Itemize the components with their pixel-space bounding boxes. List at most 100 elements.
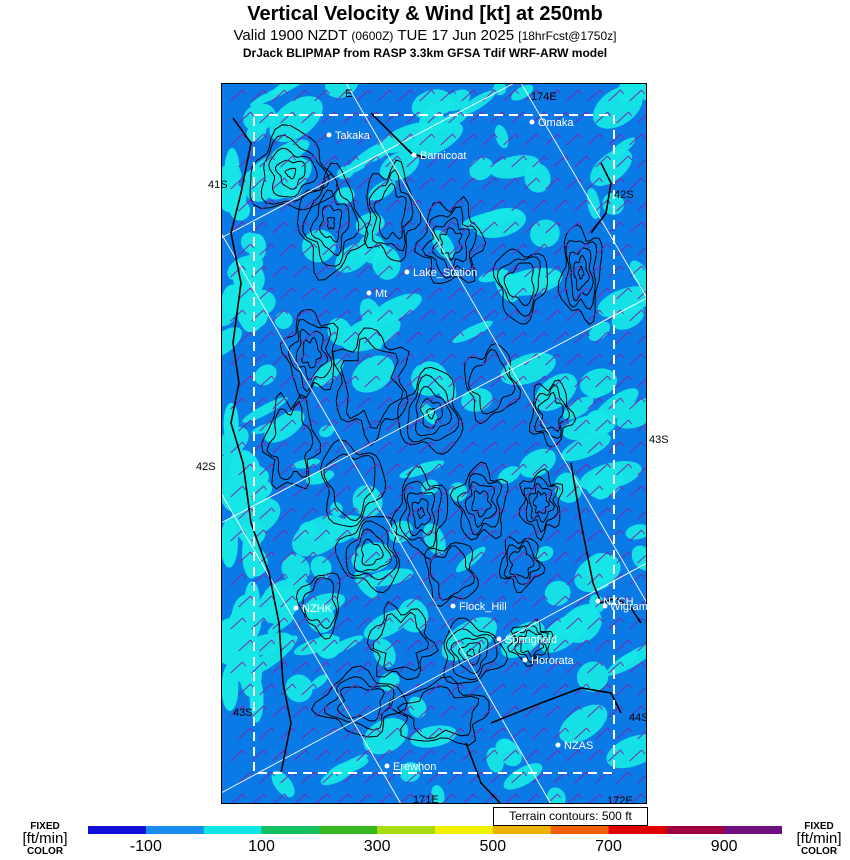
- wind-barb: [398, 485, 411, 498]
- wind-barb-flag: [305, 397, 309, 403]
- wind-barb-flag: [502, 727, 507, 733]
- wind-barb-flag: [242, 617, 247, 623]
- wind-barb-flag: [368, 749, 373, 755]
- wind-barb-flag: [439, 419, 444, 425]
- wind-barb-flag: [263, 573, 267, 579]
- wind-barb: [406, 199, 419, 212]
- wind-barb: [637, 597, 647, 608]
- wind-barb: [616, 727, 629, 740]
- wind-barb: [238, 287, 251, 300]
- map-frame: [221, 83, 647, 804]
- wind-barb: [259, 331, 272, 344]
- lat-label-42s-right: 42S: [614, 189, 634, 201]
- wind-barb: [293, 177, 306, 190]
- shading-cell: [490, 155, 540, 179]
- wind-barb: [343, 199, 356, 212]
- wind-barb-flag: [439, 199, 444, 205]
- wind-barb: [314, 221, 327, 234]
- wind-barb: [566, 705, 579, 718]
- wind-barb-flag: [544, 243, 549, 249]
- wind-barb: [272, 397, 285, 410]
- wind-barb: [406, 375, 419, 388]
- wind-barb: [364, 331, 377, 344]
- wind-barb-flag: [565, 507, 570, 513]
- wind-barb-flag: [565, 155, 570, 161]
- place-omaka: Omaka: [538, 117, 574, 129]
- wind-barb-flag: [271, 199, 275, 205]
- shading-cell: [321, 523, 339, 537]
- wind-barb-flag: [460, 331, 465, 337]
- shading-cell: [461, 388, 493, 412]
- shading-cell: [221, 327, 242, 358]
- wind-barb: [356, 705, 369, 718]
- color-swatch: [203, 826, 262, 834]
- wind-barb: [490, 551, 503, 564]
- wind-barb-flag: [284, 397, 288, 403]
- wind-barb-flag: [313, 595, 317, 601]
- wind-barb-flag: [544, 155, 549, 161]
- wind-barb-flag: [536, 89, 541, 95]
- wind-barb: [280, 595, 293, 608]
- wind-barb-flag: [515, 89, 520, 95]
- wind-barb-flag: [242, 661, 247, 667]
- place-dot: [450, 603, 456, 609]
- wind-barb-flag: [368, 309, 373, 315]
- shading-cell: [500, 352, 556, 386]
- contour-line: [450, 637, 489, 675]
- wind-barb-flag: [473, 749, 478, 755]
- wind-barb: [545, 661, 558, 674]
- wind-barb-flag: [334, 507, 338, 513]
- wind-barb-flag: [284, 353, 288, 359]
- wind-barb-flag: [515, 793, 520, 799]
- wind-barb: [356, 661, 369, 674]
- place-dot: [595, 598, 601, 604]
- wind-barb-flag: [334, 375, 338, 381]
- contour-line: [399, 480, 443, 549]
- wind-barb-flag: [439, 463, 444, 469]
- wind-barb-flag: [368, 573, 373, 579]
- wind-barb-flag: [397, 419, 402, 425]
- wind-barb-flag: [557, 573, 562, 579]
- wind-barb-flag: [376, 463, 381, 469]
- wind-barb-flag: [431, 221, 436, 227]
- wind-barb-flag: [355, 727, 360, 733]
- wind-barb: [398, 353, 411, 366]
- wind-barb-flag: [355, 419, 360, 425]
- wind-barb: [553, 155, 566, 168]
- wind-barb-flag: [607, 155, 612, 161]
- shading-cell: [587, 387, 604, 399]
- wind-barb-flag: [410, 485, 415, 491]
- contour-line: [360, 538, 384, 566]
- wind-barb: [448, 331, 461, 344]
- wind-barb: [511, 507, 524, 520]
- wind-barb-flag: [242, 133, 247, 139]
- wind-barb: [230, 265, 243, 278]
- wind-barb-flag: [578, 265, 583, 271]
- shading-cell: [266, 159, 312, 200]
- wind-barb-flag: [620, 89, 625, 95]
- wind-barb: [482, 749, 495, 762]
- wind-barb: [259, 419, 272, 432]
- wind-barb: [503, 485, 516, 498]
- wind-barb-flag: [557, 617, 562, 623]
- wind-barb: [293, 309, 306, 322]
- wind-barb-flag: [271, 683, 275, 689]
- wind-barb-flag: [305, 617, 309, 623]
- wind-barb-flag: [397, 287, 402, 293]
- wind-barb-flag: [599, 705, 604, 711]
- place-dot: [293, 605, 299, 611]
- wind-barb-flag: [376, 639, 381, 645]
- wind-barb-flag: [263, 221, 267, 227]
- wind-barb: [322, 331, 335, 344]
- wind-barb-flag: [305, 573, 309, 579]
- shading-cell: [544, 580, 571, 606]
- contour-line: [266, 400, 314, 481]
- wind-barb-flag: [334, 199, 338, 205]
- place-dot: [555, 742, 561, 748]
- wind-barb-flag: [523, 287, 528, 293]
- wind-barb-flag: [410, 529, 415, 535]
- wind-barb-flag: [620, 661, 625, 667]
- contour-line: [261, 391, 321, 490]
- wind-barb: [364, 551, 377, 564]
- contour-line: [415, 386, 453, 437]
